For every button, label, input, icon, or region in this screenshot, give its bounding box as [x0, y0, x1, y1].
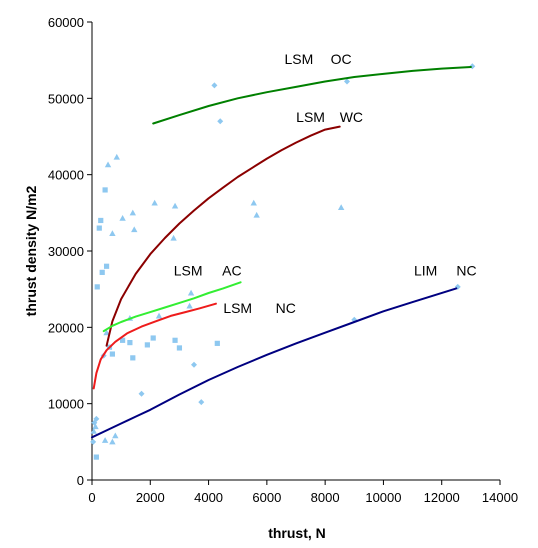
data-point-square: [94, 284, 100, 290]
data-point-triangle: [131, 226, 138, 233]
x-tick-label: 2000: [136, 490, 165, 505]
data-point-triangle: [170, 234, 177, 241]
series-line-lsm-nc: [92, 302, 217, 390]
x-tick-labels: 0 2000 4000 6000 8000 10000 12000 14000: [88, 490, 518, 505]
data-point-square: [93, 454, 99, 460]
data-point-square: [150, 335, 156, 341]
data-point-square: [109, 351, 115, 357]
data-point-triangle: [109, 438, 116, 445]
y-tick-label: 0: [77, 473, 84, 488]
data-point-triangle: [186, 302, 193, 309]
axes: [87, 21, 501, 485]
data-point-triangle: [171, 202, 179, 209]
label-lsm-ac-ac: AC: [222, 262, 241, 278]
data-point-square: [176, 345, 183, 351]
series-line-lsm-ac: [102, 281, 242, 333]
data-point-diamond: [211, 82, 218, 89]
x-axis-title: thrust, N: [268, 525, 326, 541]
data-point-triangle: [155, 312, 163, 319]
x-tick-label: 6000: [252, 490, 281, 505]
data-point-square: [144, 342, 150, 348]
y-axis-title: thrust density N/m2: [23, 185, 39, 316]
y-tick-label: 20000: [48, 320, 84, 335]
data-point-square: [214, 340, 220, 346]
data-point-square: [96, 225, 102, 231]
data-point-square: [120, 337, 126, 343]
data-point-triangle: [112, 432, 119, 439]
data-point-triangle: [187, 289, 195, 296]
y-tick-labels: 0 10000 20000 30000 40000 50000 60000: [48, 15, 84, 488]
series-line-lsm-oc: [152, 66, 472, 125]
label-lsm-nc-nc: NC: [276, 300, 296, 316]
data-point-diamond: [198, 399, 205, 406]
label-lsm-oc-oc: OC: [331, 51, 352, 67]
data-point-diamond: [138, 390, 145, 397]
data-point-triangle: [90, 427, 97, 434]
series-line-lsm-wc: [105, 125, 341, 347]
label-lim-nc-nc: NC: [456, 262, 476, 278]
data-point-triangle: [250, 199, 257, 206]
y-tick-label: 10000: [48, 397, 84, 412]
label-lsm-wc-lsm: LSM: [296, 109, 325, 125]
data-point-triangle: [101, 437, 109, 443]
data-point-triangle: [103, 329, 110, 336]
label-lim-nc-lim: LIM: [414, 262, 437, 278]
data-point-diamond: [191, 361, 197, 368]
data-point-diamond: [93, 415, 100, 422]
x-tick-label: 14000: [482, 490, 518, 505]
y-tick-label: 60000: [48, 15, 84, 30]
data-point-triangle: [337, 204, 345, 211]
data-point-square: [172, 337, 178, 343]
label-lsm-nc-lsm: LSM: [223, 300, 252, 316]
data-point-diamond: [217, 118, 224, 125]
data-point-triangle: [151, 199, 158, 206]
data-point-triangle: [104, 161, 112, 168]
data-point-diamond: [90, 438, 97, 445]
data-point-square: [127, 340, 133, 346]
data-point-square: [99, 269, 105, 275]
y-tick-label: 50000: [48, 91, 84, 106]
series-labels: LSM OC LSM WC LSM AC LSM NC LIM NC: [174, 51, 477, 316]
x-tick-label: 8000: [311, 490, 340, 505]
data-point-diamond: [344, 78, 350, 85]
data-point-triangle: [129, 209, 136, 216]
data-point-square: [98, 217, 104, 224]
label-lsm-wc-wc: WC: [340, 109, 363, 125]
data-point-square: [102, 187, 108, 193]
x-tick-label: 0: [88, 490, 95, 505]
data-point-triangle: [109, 230, 116, 237]
data-point-triangle: [253, 211, 260, 218]
data-point-triangle: [92, 423, 99, 430]
y-tick-label: 40000: [48, 168, 84, 183]
series-line-lim-nc: [91, 287, 458, 439]
x-tick-label: 12000: [424, 490, 460, 505]
x-tick-label: 4000: [194, 490, 223, 505]
y-tick-label: 30000: [48, 244, 84, 259]
data-point-triangle: [119, 214, 126, 221]
label-lsm-oc-lsm: LSM: [285, 51, 314, 67]
data-point-square: [130, 355, 136, 361]
data-point-triangle: [113, 153, 120, 160]
label-lsm-ac-lsm: LSM: [174, 262, 203, 278]
data-point-square: [103, 263, 110, 269]
x-tick-label: 10000: [365, 490, 401, 505]
series-lines: [91, 66, 472, 439]
